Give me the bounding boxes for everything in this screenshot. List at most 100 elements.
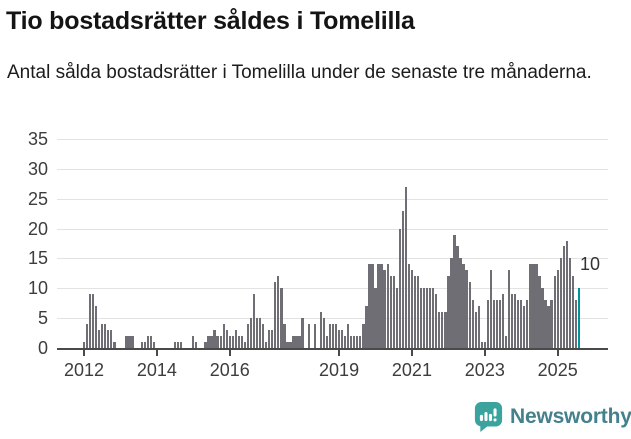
bar bbox=[231, 336, 234, 348]
bar bbox=[219, 336, 222, 348]
bar bbox=[462, 264, 465, 348]
bar bbox=[571, 276, 575, 348]
bar bbox=[392, 276, 395, 348]
bar bbox=[143, 342, 146, 348]
bar bbox=[538, 276, 541, 348]
bar bbox=[425, 288, 429, 348]
bar bbox=[98, 330, 101, 348]
highlight-value-label: 10 bbox=[579, 254, 600, 275]
bar bbox=[173, 342, 177, 348]
x-axis-label: 2014 bbox=[136, 360, 177, 380]
bar bbox=[307, 324, 310, 348]
bar bbox=[91, 294, 95, 348]
bar bbox=[410, 270, 414, 348]
bar bbox=[222, 324, 225, 348]
bar bbox=[559, 258, 562, 348]
bar bbox=[504, 336, 508, 348]
bar bbox=[125, 336, 128, 348]
bar bbox=[507, 270, 511, 348]
bar bbox=[249, 318, 253, 348]
bar bbox=[207, 336, 210, 348]
bar bbox=[541, 288, 544, 348]
bar bbox=[441, 312, 444, 348]
bar bbox=[176, 342, 180, 348]
bar bbox=[520, 300, 523, 348]
bar bbox=[277, 276, 280, 348]
bar bbox=[529, 264, 532, 348]
bar bbox=[526, 300, 529, 348]
bar bbox=[574, 300, 578, 348]
bar bbox=[146, 336, 149, 348]
bar bbox=[371, 264, 374, 348]
gridline bbox=[57, 258, 608, 260]
bar bbox=[553, 276, 556, 348]
x-axis-label: 2025 bbox=[537, 360, 578, 380]
gridline bbox=[57, 288, 608, 290]
y-axis-label: 10 bbox=[27, 278, 48, 299]
bar bbox=[459, 258, 462, 348]
bar bbox=[85, 324, 89, 348]
bar bbox=[131, 336, 134, 348]
gridline bbox=[57, 198, 608, 200]
bar bbox=[389, 276, 392, 348]
bar bbox=[283, 324, 286, 348]
bar bbox=[419, 288, 423, 348]
y-axis-label: 5 bbox=[37, 308, 48, 329]
x-axis-tick bbox=[228, 349, 231, 356]
bar bbox=[237, 336, 241, 348]
bar bbox=[474, 312, 477, 348]
bar bbox=[180, 342, 183, 348]
bar bbox=[514, 294, 517, 348]
x-axis-tick bbox=[556, 349, 559, 356]
bar bbox=[192, 336, 195, 348]
gridline bbox=[57, 139, 608, 140]
gridline bbox=[57, 168, 608, 170]
bar bbox=[268, 330, 271, 348]
bar bbox=[380, 264, 383, 348]
bar bbox=[501, 294, 505, 348]
y-axis-label: 15 bbox=[27, 248, 48, 269]
newsworthy-logo[interactable]: Newsworthy bbox=[474, 401, 631, 433]
bar bbox=[334, 324, 338, 348]
bar bbox=[152, 342, 155, 348]
chart-subtitle: Antal sålda bostadsrätter i Tomelilla un… bbox=[7, 62, 592, 83]
bar bbox=[255, 318, 259, 348]
bar bbox=[450, 258, 453, 348]
bar bbox=[386, 264, 389, 348]
page-title: Tio bostadsrätter såldes i Tomelilla bbox=[6, 7, 415, 35]
bar bbox=[407, 264, 411, 348]
newsworthy-wordmark: Newsworthy bbox=[510, 405, 631, 428]
bar bbox=[240, 336, 244, 348]
x-axis-label: 2016 bbox=[209, 360, 250, 380]
bar bbox=[265, 342, 268, 348]
bar bbox=[350, 336, 353, 348]
bar bbox=[274, 282, 277, 348]
bar bbox=[362, 324, 365, 348]
bar bbox=[483, 342, 486, 348]
bar bbox=[328, 324, 332, 348]
x-axis-tick bbox=[410, 349, 413, 356]
bar bbox=[416, 276, 420, 348]
bar bbox=[104, 324, 107, 348]
bar bbox=[517, 300, 520, 348]
y-axis-label: 20 bbox=[27, 218, 48, 239]
bar bbox=[492, 300, 496, 348]
bar bbox=[453, 234, 456, 348]
bar bbox=[271, 330, 274, 348]
bar bbox=[298, 336, 301, 348]
bar bbox=[547, 306, 550, 348]
bar bbox=[401, 210, 404, 348]
speech-bubble-bar-chart-icon bbox=[474, 402, 503, 432]
bar bbox=[565, 240, 568, 348]
bar bbox=[471, 300, 474, 348]
y-axis-label: 35 bbox=[27, 129, 48, 149]
bar bbox=[359, 336, 362, 348]
bar bbox=[550, 300, 553, 348]
bar bbox=[246, 324, 250, 348]
bar bbox=[325, 336, 329, 348]
bar bbox=[280, 288, 283, 348]
bar bbox=[322, 318, 326, 348]
bar bbox=[544, 300, 547, 348]
bar bbox=[480, 342, 483, 348]
